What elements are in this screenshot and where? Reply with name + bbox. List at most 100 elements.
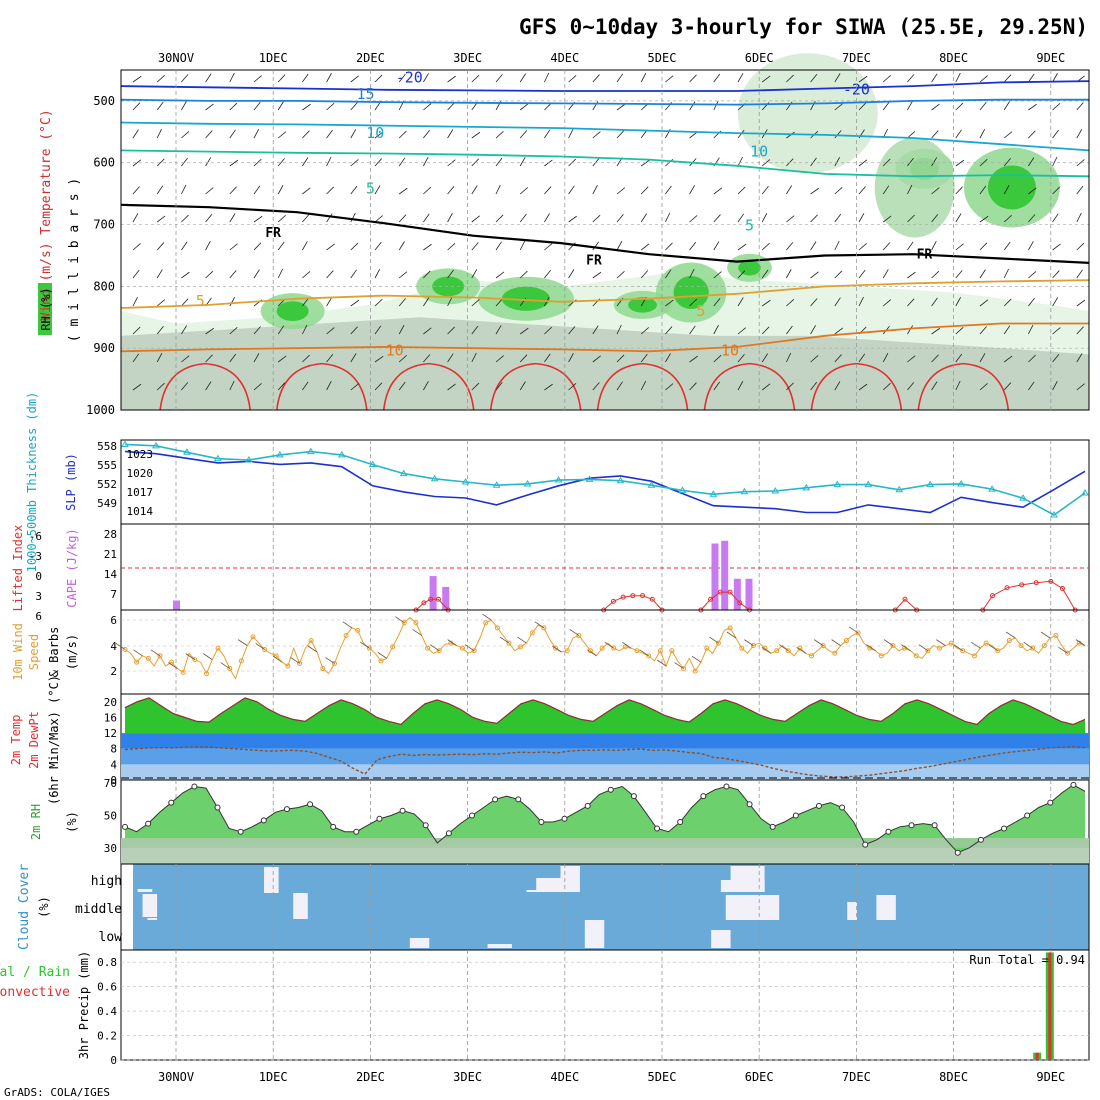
wind-barb	[568, 383, 577, 391]
wind-barb	[689, 215, 698, 223]
wind-barb	[665, 383, 674, 391]
wind-barb	[229, 353, 237, 363]
wind-barb	[1003, 158, 1011, 167]
wind-barb	[181, 74, 189, 83]
wind-barb	[1076, 299, 1086, 307]
rh-marker	[1047, 799, 1054, 806]
wind10m-barb	[133, 649, 143, 657]
precip-label-convective: Convective	[0, 985, 70, 1000]
wind-barb	[229, 129, 236, 139]
wind-barb	[302, 297, 309, 307]
wind-barb	[326, 270, 334, 279]
wind-barb	[156, 299, 166, 307]
wind-barb	[471, 352, 477, 363]
cape-bar-6	[745, 578, 753, 610]
slp-ylabel: SLP (mb)	[64, 453, 78, 511]
wind-barb	[616, 241, 623, 251]
top-day-label-2DEC: 2DEC	[356, 51, 385, 65]
wind-barb	[1028, 241, 1034, 251]
wind-barb	[1076, 269, 1083, 279]
wind-barb	[882, 75, 891, 83]
bottom-day-label-7DEC: 7DEC	[842, 1070, 871, 1084]
slp-tick-1020: 1020	[127, 467, 154, 480]
wind-barb	[737, 186, 746, 195]
wind-barb	[955, 243, 964, 251]
cloud-block-14	[711, 930, 731, 948]
isotherm-label-m15: 15	[357, 85, 375, 103]
wind-barb	[495, 241, 502, 251]
wind-barb	[761, 353, 768, 363]
wind-barb	[955, 186, 963, 195]
wind-barb	[592, 157, 600, 167]
thickness-marker	[895, 485, 904, 493]
wind-barb	[447, 269, 454, 279]
cape-tick-21: 21	[104, 548, 117, 561]
wind-barb	[834, 213, 842, 223]
upper-air-ylabel-right: ( m i l l i b a r s )	[67, 178, 82, 342]
li-marker	[421, 600, 427, 606]
wind-barb	[931, 240, 937, 251]
rh-moist-core-3	[738, 260, 761, 276]
wind10m-barb	[203, 653, 213, 660]
wind-barb	[858, 269, 866, 279]
wind-barb	[761, 326, 770, 335]
wind-barb	[447, 296, 453, 307]
wind10m-barb	[709, 636, 719, 644]
wind-barb	[1028, 271, 1037, 279]
wind-barb	[616, 130, 625, 139]
wind-barb	[374, 298, 383, 307]
rh-marker	[908, 822, 915, 829]
thickness-tick-549: 549	[97, 497, 117, 510]
wind-barb	[713, 271, 722, 279]
rh-moist-core-2	[673, 276, 709, 310]
wind-speed-marker	[925, 648, 931, 654]
wind-barb	[931, 130, 939, 139]
cape-bar-0	[173, 600, 180, 610]
wind-barb	[665, 326, 673, 335]
isotherm-line-5	[120, 279, 1090, 309]
wind-speed-marker	[366, 645, 372, 651]
wind-barb	[423, 327, 432, 335]
wind-barb	[786, 382, 794, 391]
wind10m-barb	[412, 629, 422, 636]
wind-barb	[326, 213, 333, 223]
wind10m-barb	[360, 641, 370, 649]
wind-barb	[156, 101, 164, 111]
thickness-marker	[275, 450, 284, 458]
wind-speed-marker	[704, 645, 710, 651]
wind-barb	[495, 381, 503, 391]
wind-barb	[834, 73, 841, 83]
wind-barb	[1028, 297, 1035, 307]
wind-barb	[326, 186, 334, 195]
wind-barb	[326, 353, 334, 363]
wind-barb	[132, 129, 139, 139]
wind-barb	[229, 72, 235, 83]
wind-barb	[253, 75, 262, 83]
wind-speed-marker	[983, 640, 989, 646]
wind10m-barb	[831, 639, 841, 646]
wind-barb	[810, 325, 816, 335]
wind-barb	[423, 270, 431, 279]
wind-speed-marker	[750, 643, 756, 649]
wind-barb	[398, 381, 406, 391]
wind-barb	[1076, 212, 1082, 223]
rh-moist-core-7	[987, 165, 1036, 210]
rh-marker	[677, 819, 684, 825]
wind-barb	[810, 355, 819, 363]
wind-barb	[350, 326, 358, 335]
wind10m-barb	[988, 644, 998, 652]
rh-marker	[445, 830, 452, 837]
wind-barb	[786, 352, 792, 363]
wind-barb	[181, 101, 187, 111]
wind-barb	[1052, 103, 1061, 111]
wind10m-barb	[621, 641, 632, 649]
wind-speed-marker	[169, 659, 175, 665]
wind-barb	[640, 72, 647, 83]
wind-speed-marker	[262, 646, 268, 652]
temp-tick-0: 0	[110, 774, 117, 787]
li-marker	[620, 594, 626, 600]
rh-marker	[561, 815, 568, 822]
wind-barb	[786, 269, 792, 279]
cloud-block-8	[142, 894, 158, 917]
wind10m-barb	[168, 662, 178, 669]
